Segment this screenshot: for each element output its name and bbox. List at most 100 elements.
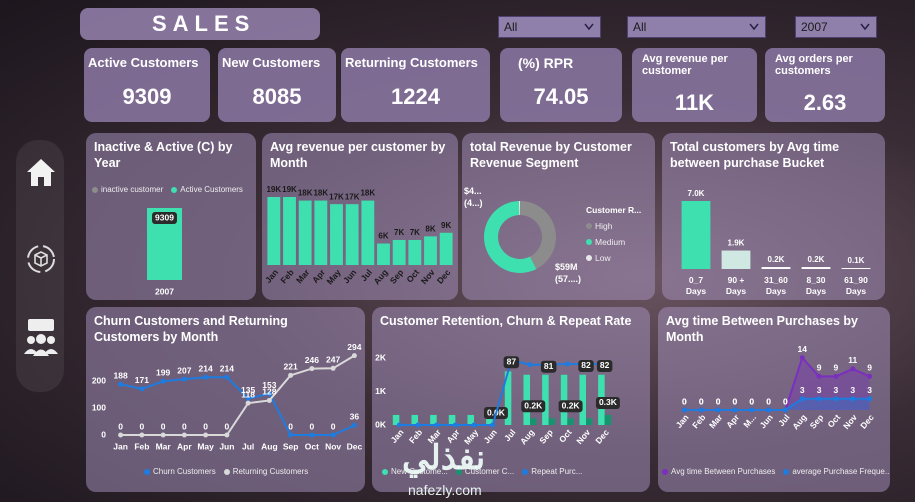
x-tick-label: Apr — [310, 267, 328, 285]
data-label: 18K — [313, 189, 328, 198]
x-tick-label: May — [197, 441, 214, 451]
data-label: 0 — [766, 396, 771, 406]
filter-dropdown[interactable]: All — [627, 16, 766, 38]
y-tick-label: 200 — [92, 375, 106, 385]
customers-icon[interactable] — [22, 318, 60, 358]
data-label: 1.9K — [728, 239, 745, 248]
legend: Churn Customers Returning Customers — [144, 467, 308, 476]
data-label: 188 — [114, 370, 128, 380]
legend: New Custome... Customer C... Repeat Purc..… — [382, 467, 582, 476]
bar — [467, 414, 474, 425]
x-tick-label: Nov — [841, 412, 859, 431]
point — [118, 381, 124, 387]
x-tick-label: Aug — [261, 441, 278, 451]
x-tick-label: Jan — [263, 267, 280, 285]
legend-item: Avg time Between Purchases — [662, 467, 775, 476]
point — [452, 422, 458, 428]
legend-title: Customer R... — [586, 205, 642, 215]
legend-item: Repeat Purc... — [522, 467, 582, 476]
legend-marker — [144, 468, 150, 475]
x-tick-label: Nov — [419, 267, 437, 286]
data-label: 3 — [817, 385, 822, 395]
data-label: 81 — [544, 361, 554, 371]
x-tick-label: Jan — [113, 441, 128, 451]
data-label: 0 — [733, 396, 738, 406]
watermark-site: nafezly.com — [408, 482, 482, 498]
data-label: $59M (57....) — [555, 262, 582, 284]
x-tick-label: Apr — [177, 441, 192, 451]
x-tick-label: 31_60 Days — [764, 275, 788, 296]
x-tick-label: 61_90 Days — [844, 275, 868, 296]
data-label: 0 — [331, 421, 336, 431]
x-tick-label: Mar — [707, 412, 725, 431]
point — [850, 366, 856, 372]
bar — [361, 200, 375, 265]
kpi-card: Avg revenue per customer 11K — [632, 48, 757, 122]
home-icon[interactable] — [24, 156, 58, 188]
chart-plot: 0 100 200 Jan Feb Mar Apr May Jun Jul Aug Sep Oct Nov… — [92, 342, 363, 451]
data-label: $4... (4...) — [464, 186, 483, 208]
data-label: 0.2K — [768, 255, 785, 264]
data-label: 135 — [241, 385, 255, 395]
kpi-card: (%) RPR 74.05 — [500, 48, 622, 122]
x-tick-label: Mar — [156, 441, 172, 451]
bar — [841, 268, 871, 270]
data-label: 247 — [326, 355, 340, 365]
bar — [392, 414, 400, 425]
kpi-label: Avg orders per customers — [775, 53, 853, 77]
filter-dropdown[interactable]: 2007 — [795, 16, 877, 38]
chart-panel: 19K 19K 18K 18K 17K 17K 18K 6K 7K 7K 8K 9K Jan Feb Mar… — [262, 133, 458, 300]
data-label: 0 — [182, 421, 187, 431]
chart-title: Avg revenue per customer by Month — [270, 140, 446, 170]
bar — [721, 250, 751, 269]
x-tick-label: 90 + Days — [725, 275, 747, 296]
point — [396, 422, 402, 428]
area — [684, 357, 870, 410]
y-tick-label: 0 — [101, 429, 106, 439]
bar — [761, 267, 791, 269]
legend-label: High — [595, 221, 613, 231]
bar — [345, 204, 359, 265]
data-label: 0.2K — [808, 255, 825, 264]
data-label: 36 — [350, 412, 360, 422]
products-icon[interactable] — [24, 242, 58, 276]
donut-slice — [484, 201, 537, 273]
filter-dropdown[interactable]: All — [498, 16, 601, 38]
point — [766, 407, 772, 413]
legend-label: inactive customer — [101, 185, 164, 194]
legend-marker — [223, 468, 230, 475]
legend-label: Active Customers — [180, 185, 243, 194]
page-title: SALES — [80, 8, 320, 40]
data-label: 9K — [441, 221, 451, 230]
data-label-bg — [558, 400, 583, 413]
data-label: 0 — [716, 396, 721, 406]
point — [266, 397, 272, 403]
data-label: 17K — [329, 192, 344, 201]
data-label: 199 — [156, 368, 170, 378]
point — [732, 407, 738, 413]
data-label: 3 — [867, 385, 872, 395]
chart-panel: 0 100 200 Jan Feb Mar Apr May Jun Jul Aug Sep Oct Nov… — [86, 307, 365, 492]
chart-panel: 0.0K 0.2K 0.2K 0.3K 0K 1K 2K Jan Feb Mar Apr May Jun… — [372, 307, 650, 492]
point — [203, 374, 209, 380]
data-label: 246 — [305, 355, 319, 365]
chart-panel: Jan Feb Mar Apr M... Jun Jul Aug Sep Oct Nov Dec 0 0 0… — [658, 307, 890, 492]
bar — [314, 200, 328, 265]
x-tick-label: Sep — [388, 267, 406, 285]
x-tick-label: M... — [741, 412, 758, 429]
x-tick-label: Oct — [305, 441, 319, 451]
x-tick-label: Jun — [219, 441, 234, 451]
bar — [424, 236, 437, 265]
bar — [504, 371, 512, 425]
legend-marker — [382, 468, 388, 475]
point — [698, 407, 704, 413]
kpi-label: Returning Customers — [345, 55, 478, 70]
bar — [330, 204, 343, 265]
kpi-label: (%) RPR — [518, 55, 574, 71]
point — [715, 407, 721, 413]
y-tick-label: 0K — [375, 419, 387, 429]
data-label: 0 — [783, 396, 788, 406]
line — [120, 376, 355, 436]
x-tick-label: Oct — [404, 267, 421, 284]
